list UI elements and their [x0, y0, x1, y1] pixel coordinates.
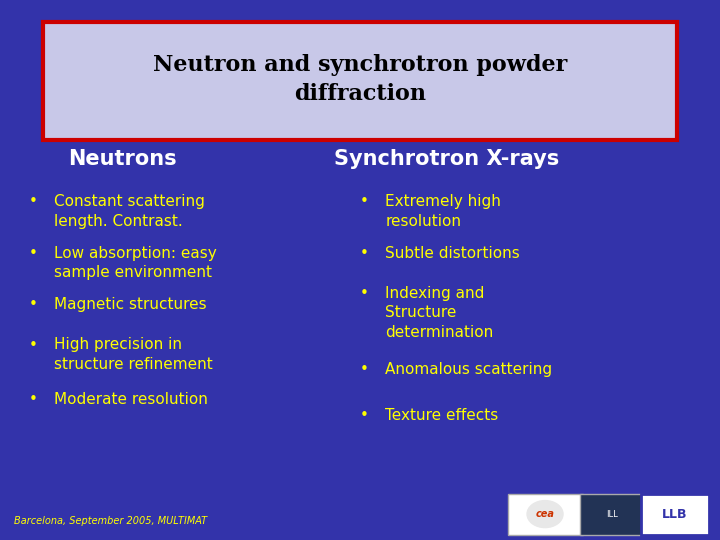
- Text: Neutrons: Neutrons: [68, 149, 176, 170]
- Text: Extremely high
resolution: Extremely high resolution: [385, 194, 501, 228]
- Text: •: •: [29, 297, 37, 312]
- Text: •: •: [29, 246, 37, 261]
- Text: Subtle distortions: Subtle distortions: [385, 246, 520, 261]
- Text: •: •: [360, 286, 369, 301]
- Text: Moderate resolution: Moderate resolution: [54, 392, 208, 407]
- Text: Neutron and synchrotron powder
diffraction: Neutron and synchrotron powder diffracti…: [153, 54, 567, 105]
- Text: Magnetic structures: Magnetic structures: [54, 297, 207, 312]
- Text: •: •: [360, 362, 369, 377]
- FancyBboxPatch shape: [43, 22, 677, 140]
- Text: Synchrotron X-rays: Synchrotron X-rays: [334, 149, 559, 170]
- FancyBboxPatch shape: [641, 494, 709, 535]
- Text: Constant scattering
length. Contrast.: Constant scattering length. Contrast.: [54, 194, 205, 228]
- Circle shape: [527, 501, 563, 528]
- FancyBboxPatch shape: [580, 494, 644, 535]
- Text: •: •: [360, 246, 369, 261]
- Text: ILL: ILL: [606, 510, 618, 518]
- Text: Texture effects: Texture effects: [385, 408, 498, 423]
- Text: •: •: [29, 392, 37, 407]
- Text: cea: cea: [536, 509, 554, 519]
- Text: Indexing and
Structure
determination: Indexing and Structure determination: [385, 286, 493, 340]
- Text: LLB: LLB: [662, 508, 688, 521]
- Text: Anomalous scattering: Anomalous scattering: [385, 362, 552, 377]
- Text: High precision in
structure refinement: High precision in structure refinement: [54, 338, 212, 372]
- Text: •: •: [29, 194, 37, 210]
- Text: •: •: [360, 408, 369, 423]
- Text: Low absorption: easy
sample environment: Low absorption: easy sample environment: [54, 246, 217, 280]
- FancyBboxPatch shape: [508, 494, 583, 535]
- Text: •: •: [360, 194, 369, 210]
- Text: Barcelona, September 2005, MULTIMAT: Barcelona, September 2005, MULTIMAT: [14, 516, 207, 526]
- Text: •: •: [29, 338, 37, 353]
